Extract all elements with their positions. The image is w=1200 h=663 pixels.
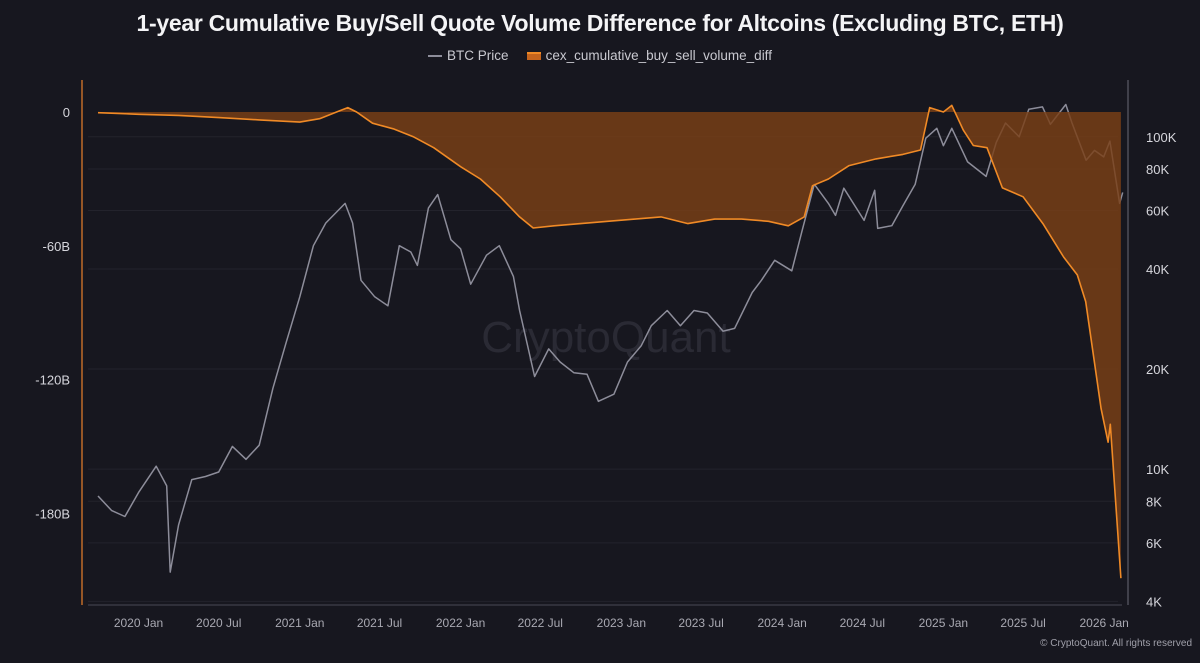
x-tick-label: 2021 Jan [275,616,324,630]
y-left-tick-label: -60B [43,239,70,254]
y-right-tick-label: 60K [1146,203,1169,218]
x-tick-label: 2025 Jan [919,616,968,630]
y-right-tick-label: 10K [1146,462,1169,477]
legend-item-btc-price[interactable]: BTC Price [428,48,509,63]
x-tick-label: 2021 Jul [357,616,402,630]
y-right-tick-label: 80K [1146,162,1169,177]
x-tick-label: 2026 Jan [1079,616,1128,630]
legend: BTC Price cex_cumulative_buy_sell_volume… [0,48,1200,63]
y-left-tick-label: -180B [35,507,70,522]
y-right-tick-label: 20K [1146,362,1169,377]
x-tick-label: 2023 Jan [597,616,646,630]
cex-diff-area [98,105,1121,579]
x-tick-label: 2020 Jul [196,616,241,630]
legend-label: cex_cumulative_buy_sell_volume_diff [545,48,772,63]
y-left-tick-label: 0 [63,105,70,120]
x-tick-label: 2022 Jul [518,616,563,630]
x-tick-label: 2024 Jul [840,616,885,630]
y-right-tick-label: 8K [1146,494,1162,509]
btc-price-line [97,103,1124,573]
chart-title: 1-year Cumulative Buy/Sell Quote Volume … [136,10,1064,36]
copyright: © CryptoQuant. All rights reserved [1040,638,1192,649]
cex-diff-line [97,104,1122,579]
x-tick-label: 2024 Jan [757,616,806,630]
x-tick-label: 2025 Jul [1000,616,1045,630]
x-tick-label: 2023 Jul [678,616,723,630]
legend-label: BTC Price [447,48,509,63]
watermark: CryptoQuant [481,313,730,362]
y-right-tick-label: 40K [1146,262,1169,277]
y-right-tick-label: 100K [1146,130,1177,145]
area-swatch-icon [526,51,541,60]
line-swatch-icon [428,54,443,57]
legend-item-cex-diff[interactable]: cex_cumulative_buy_sell_volume_diff [526,48,772,63]
y-right-tick-label: 6K [1146,536,1162,551]
x-tick-label: 2022 Jan [436,616,485,630]
y-right-tick-label: 4K [1146,594,1162,609]
x-tick-label: 2020 Jan [114,616,163,630]
y-left-tick-label: -120B [35,373,70,388]
